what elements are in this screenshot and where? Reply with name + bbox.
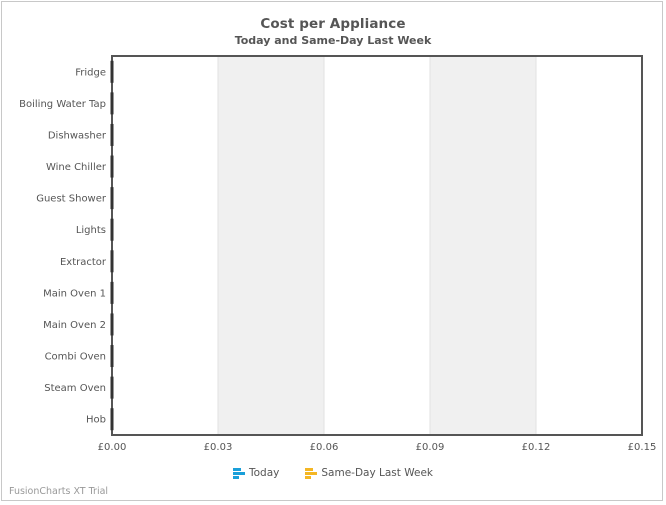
x-tick-label: £0.15: [628, 442, 657, 453]
chart-subtitle: Today and Same-Day Last Week: [234, 34, 432, 47]
category-label: Lights: [76, 225, 106, 236]
category-label: Boiling Water Tap: [19, 99, 106, 110]
chart-title: Cost per Appliance: [260, 16, 406, 32]
category-label: Guest Shower: [36, 194, 107, 205]
category-label: Main Oven 1: [43, 288, 106, 299]
category-label: Fridge: [75, 67, 106, 78]
category-label: Dishwasher: [48, 130, 107, 141]
bar-series-icon-last-week: [305, 467, 318, 479]
x-tick-label: £0.09: [416, 442, 445, 453]
category-label: Steam Oven: [44, 383, 106, 394]
plot-area: [112, 56, 642, 435]
grid-band: [430, 56, 536, 435]
category-label: Extractor: [60, 257, 107, 268]
grid-band: [218, 56, 324, 435]
x-tick-label: £0.12: [522, 442, 551, 453]
watermark: FusionCharts XT Trial: [9, 486, 109, 497]
category-label: Combi Oven: [45, 352, 106, 363]
x-tick-label: £0.00: [98, 442, 127, 453]
category-label: Wine Chiller: [46, 162, 107, 173]
legend-label-last-week: Same-Day Last Week: [321, 467, 433, 479]
legend-item-last-week[interactable]: Same-Day Last Week: [305, 467, 433, 479]
category-label: Main Oven 2: [43, 320, 106, 331]
bar-series-icon-today: [233, 467, 245, 479]
plot-border: [111, 55, 643, 436]
x-tick-label: £0.03: [204, 442, 233, 453]
legend: Today Same-Day Last Week: [0, 467, 666, 479]
legend-label-today: Today: [249, 467, 280, 479]
legend-item-today[interactable]: Today: [233, 467, 279, 479]
x-tick-label: £0.06: [310, 442, 339, 453]
category-label: Hob: [86, 415, 106, 426]
